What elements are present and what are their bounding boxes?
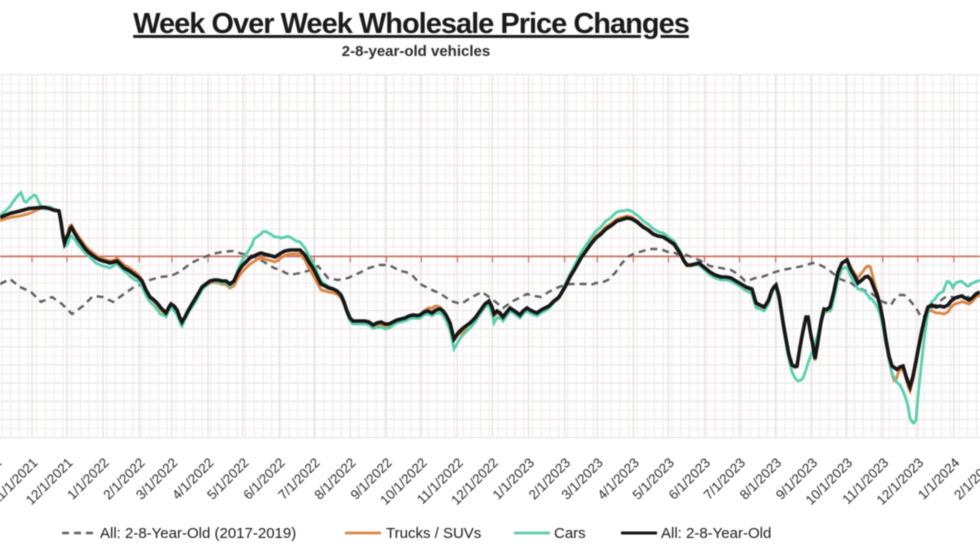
svg-text:All: 2-8-Year-Old: All: 2-8-Year-Old [661, 525, 771, 542]
svg-text:Cars: Cars [554, 525, 586, 542]
svg-text:Week Over Week Wholesale Price: Week Over Week Wholesale Price Changes [133, 8, 689, 40]
svg-text:2-8-year-old vehicles: 2-8-year-old vehicles [342, 43, 490, 60]
svg-text:Trucks / SUVs: Trucks / SUVs [386, 525, 481, 542]
svg-text:All: 2-8-Year-Old (2017-2019): All: 2-8-Year-Old (2017-2019) [100, 525, 296, 542]
